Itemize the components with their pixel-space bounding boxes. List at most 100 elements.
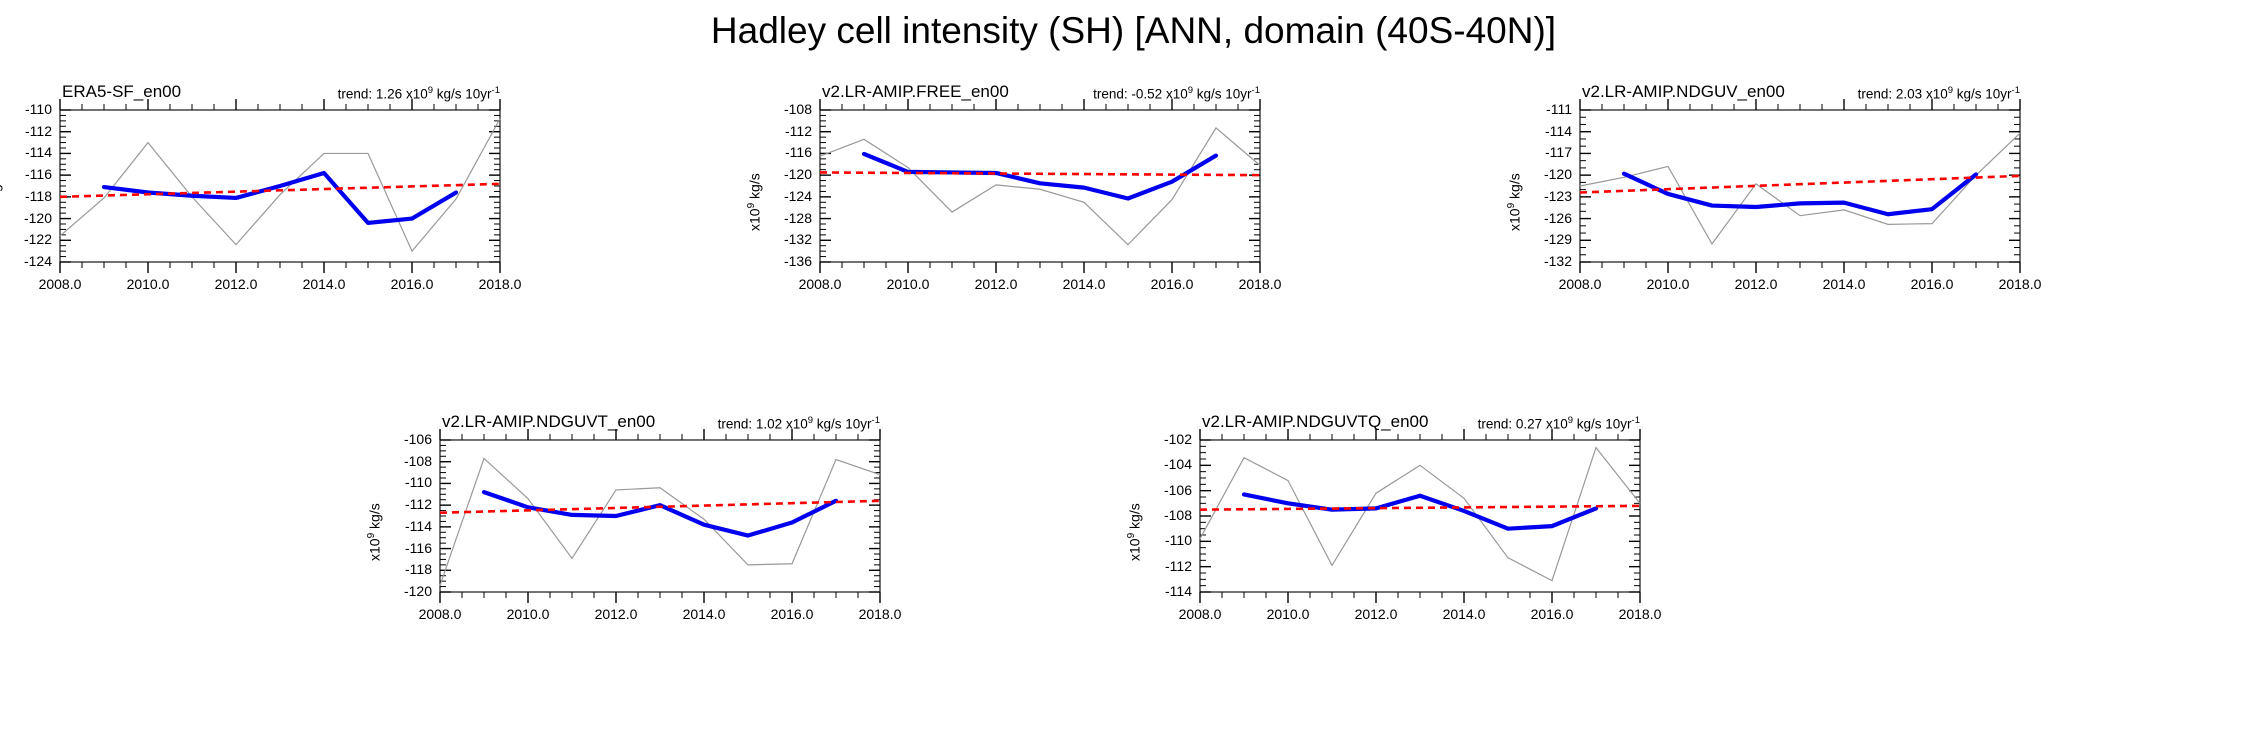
- series-smoothed: [481, 490, 839, 538]
- y-tick-label: -108: [1163, 507, 1192, 523]
- y-tick-label: -108: [783, 101, 812, 117]
- x-tick-label: 2016.0: [1910, 276, 1954, 292]
- x-tick-label: 2016.0: [390, 276, 434, 292]
- x-tick-label: 2012.0: [974, 276, 1018, 292]
- y-axis-label-exponent: 9: [1126, 532, 1137, 539]
- trend-exponent: 9: [427, 85, 434, 96]
- y-tick-label: -110: [405, 474, 432, 491]
- trend-value: 0.27: [1515, 416, 1543, 432]
- y-tick-label: -126: [1543, 209, 1572, 226]
- series-raw: [1579, 132, 2021, 246]
- x-tick-label: 2010.0: [886, 276, 930, 292]
- plot-frame: [59, 109, 501, 263]
- x-tick-label: 2010.0: [1646, 276, 1690, 292]
- x-tick-label: 2018.0: [1998, 276, 2042, 292]
- y-tick-label: -114: [405, 517, 432, 534]
- series-raw: [819, 126, 1261, 246]
- y-axis-label-exponent: 9: [746, 202, 757, 209]
- trend-exponent: 9: [1947, 85, 1954, 96]
- x-tick-label: 2014.0: [682, 606, 726, 622]
- plot-frame: [1579, 109, 2021, 263]
- x-tick-label: 2014.0: [1822, 276, 1866, 292]
- x-tick-label: 2010.0: [1266, 606, 1310, 622]
- y-tick-label: -110: [1165, 532, 1192, 549]
- x-tick-label: 2014.0: [302, 276, 346, 292]
- y-tick-label: -132: [783, 231, 812, 248]
- series-raw: [439, 457, 881, 586]
- y-tick-label: -114: [25, 144, 52, 161]
- y-tick-label: -120: [23, 209, 52, 226]
- y-tick-label: -124: [783, 187, 812, 204]
- panel-trend-annotation: trend: 1.26 x109 kg/s 10yr-1: [240, 85, 500, 102]
- y-axis-label-exponent: 9: [1506, 202, 1517, 209]
- y-tick-label: -120: [783, 166, 812, 183]
- x-tick-label: 2018.0: [478, 276, 522, 292]
- trend-unit-exponent: -1: [871, 415, 880, 426]
- trend-mid: x10: [402, 86, 428, 102]
- trend-mid: x10: [1542, 416, 1568, 432]
- x-tick-label: 2008.0: [1558, 276, 1602, 292]
- trend-unit: kg/s 10yr: [1573, 416, 1632, 432]
- series-trend: [59, 182, 501, 199]
- panel-trend-annotation: trend: 0.27 x109 kg/s 10yr-1: [1380, 415, 1640, 432]
- y-tick-label: -116: [405, 539, 432, 556]
- y-tick-label: -123: [1543, 187, 1572, 204]
- trend-unit: kg/s 10yr: [433, 86, 492, 102]
- trend-prefix: trend:: [717, 416, 756, 432]
- trend-value: 2.03: [1895, 86, 1923, 102]
- y-tick-label: -124: [23, 253, 52, 269]
- y-tick-label: -110: [25, 101, 52, 117]
- y-tick-label: -108: [403, 452, 432, 469]
- trend-exponent: 9: [1567, 415, 1574, 426]
- series-raw: [59, 118, 501, 253]
- trend-prefix: trend:: [337, 86, 376, 102]
- trend-exponent: 9: [807, 415, 814, 426]
- trend-unit: kg/s 10yr: [1193, 86, 1252, 102]
- x-tick-label: 2012.0: [1734, 276, 1778, 292]
- trend-unit: kg/s 10yr: [813, 416, 872, 432]
- x-tick-label: 2018.0: [858, 606, 902, 622]
- trend-value: 1.02: [755, 416, 783, 432]
- y-tick-label: -128: [783, 209, 812, 226]
- trend-prefix: trend:: [1857, 86, 1896, 102]
- y-tick-label: -120: [403, 583, 432, 599]
- trend-unit-exponent: -1: [1251, 85, 1260, 96]
- panel-title: ERA5-SF_en00: [62, 82, 182, 101]
- series-smoothed: [1621, 171, 1979, 217]
- panel-trend-annotation: trend: 1.02 x109 kg/s 10yr-1: [620, 415, 880, 432]
- x-tick-label: 2012.0: [594, 606, 638, 622]
- series-smoothed: [1241, 492, 1599, 531]
- y-tick-label: -120: [1543, 166, 1572, 183]
- panel-title: v2.LR-AMIP.NDGUVT_en00: [442, 412, 656, 431]
- trend-prefix: trend:: [1477, 416, 1516, 432]
- x-tick-label: 2008.0: [38, 276, 82, 292]
- y-tick-label: -132: [1543, 253, 1572, 269]
- y-tick-label: -104: [1163, 456, 1192, 473]
- plot-frame: [439, 439, 881, 593]
- y-tick-label: -118: [405, 561, 432, 578]
- y-tick-label: -106: [1163, 481, 1192, 498]
- plot-frame: [819, 109, 1261, 263]
- x-tick-label: 2014.0: [1442, 606, 1486, 622]
- panel-title: v2.LR-AMIP.FREE_en00: [822, 82, 1009, 101]
- panel-trend-annotation: trend: 2.03 x109 kg/s 10yr-1: [1760, 85, 2020, 102]
- y-tick-label: -102: [1163, 431, 1192, 447]
- panel-title: v2.LR-AMIP.NDGUV_en00: [1582, 82, 1785, 101]
- series-raw: [1199, 446, 1641, 582]
- panel-title: v2.LR-AMIP.NDGUVTQ_en00: [1202, 412, 1429, 431]
- trend-value: -0.52: [1131, 86, 1163, 102]
- x-tick-label: 2018.0: [1618, 606, 1662, 622]
- y-tick-label: -112: [785, 122, 812, 139]
- y-tick-label: -114: [1165, 583, 1192, 599]
- x-tick-label: 2012.0: [1354, 606, 1398, 622]
- series-trend: [819, 171, 1261, 177]
- x-tick-label: 2016.0: [1530, 606, 1574, 622]
- y-tick-label: -116: [25, 166, 52, 183]
- trend-mid: x10: [1922, 86, 1948, 102]
- y-tick-label: -112: [1165, 557, 1192, 574]
- series-smoothed: [861, 151, 1219, 201]
